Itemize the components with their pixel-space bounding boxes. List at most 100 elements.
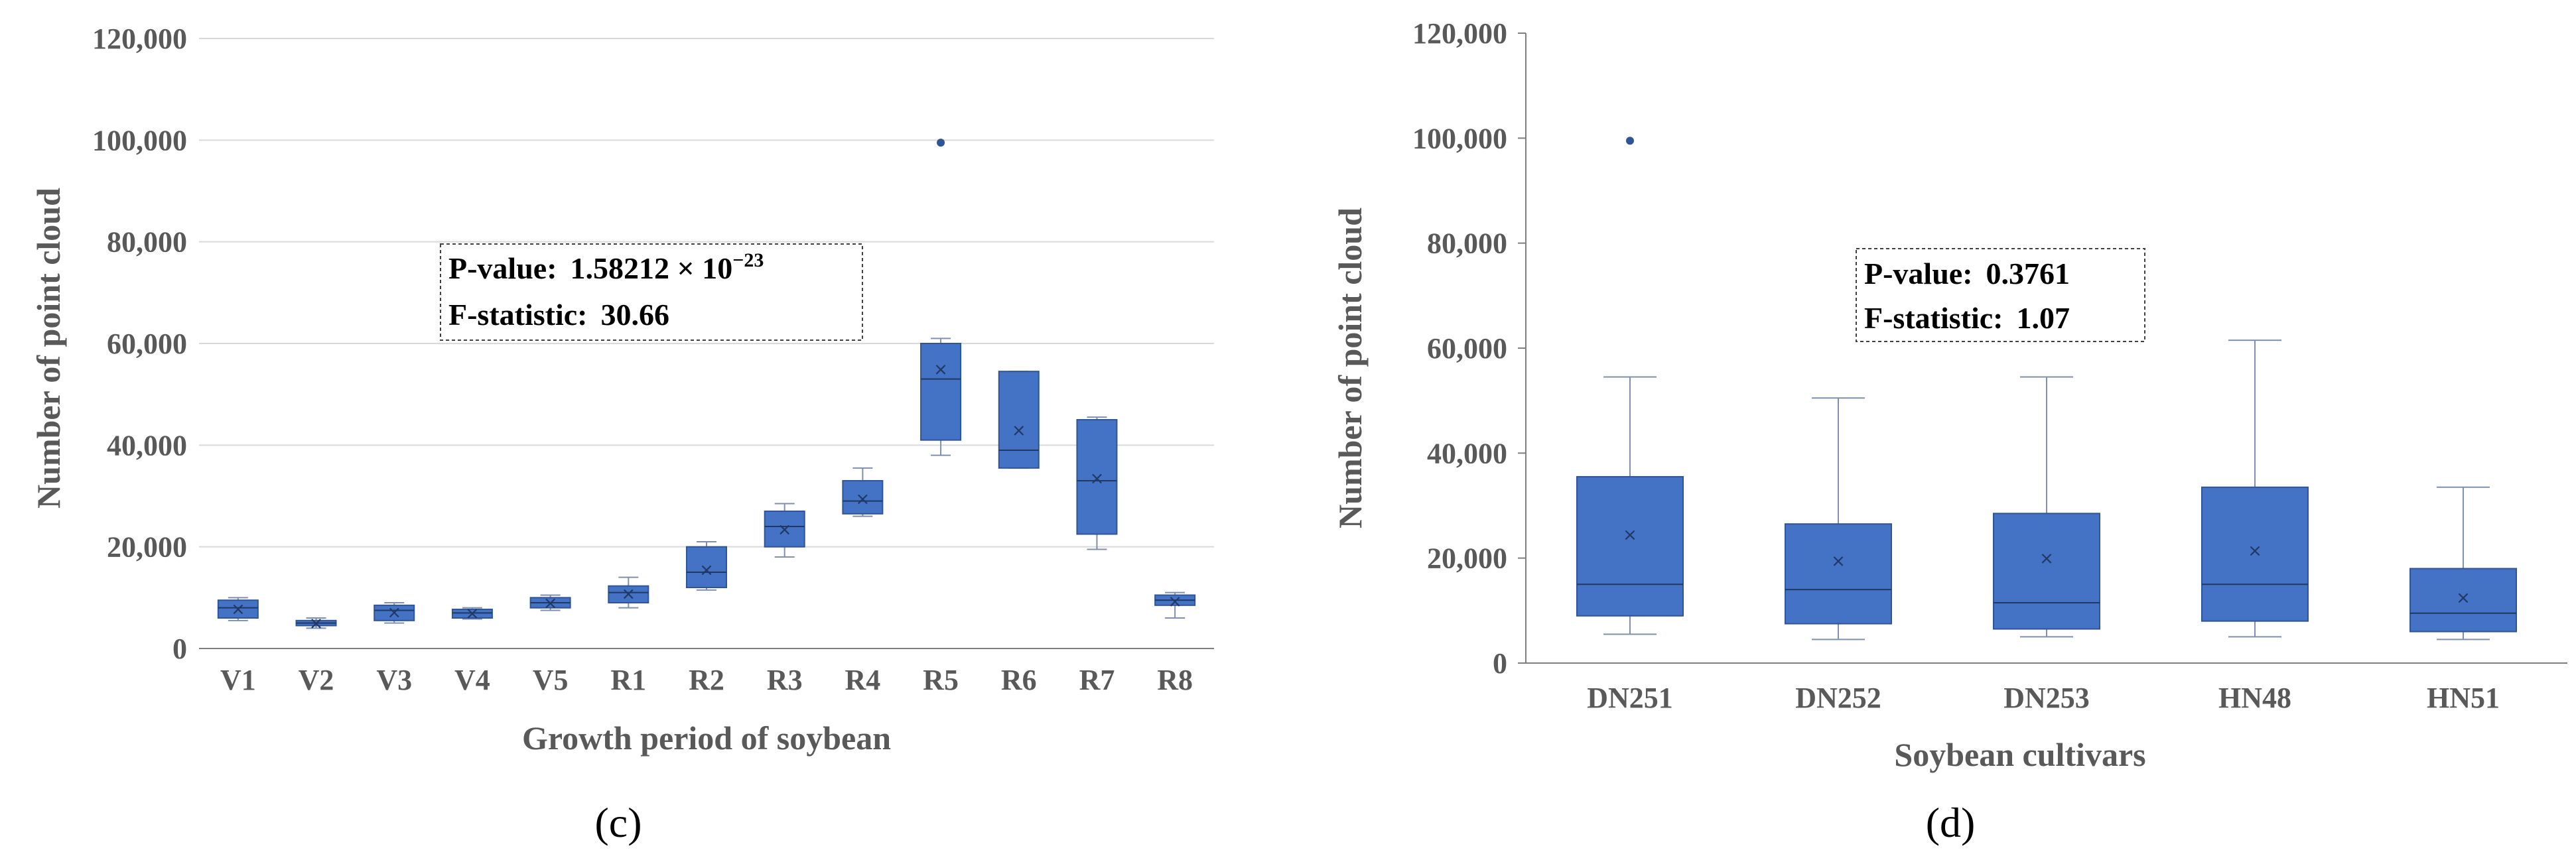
y-tick-label: 100,000 xyxy=(1412,122,1507,154)
box-dn251: × xyxy=(1576,137,1684,635)
box-r6: × xyxy=(998,371,1040,469)
iqr-box xyxy=(2409,568,2517,633)
pvalue-label: P-value: xyxy=(448,251,557,285)
pvalue-line: P-value: 1.58212 × 10−23 xyxy=(448,249,764,285)
x-tick-label: DN252 xyxy=(1795,682,1881,714)
iqr-box xyxy=(2201,486,2309,622)
box-r7: × xyxy=(1076,416,1118,550)
fstat-label: F-statistic: xyxy=(448,298,587,332)
x-tick-label: R3 xyxy=(767,664,803,696)
y-tick-label: 80,000 xyxy=(1427,227,1507,260)
fstat-value: 30.66 xyxy=(600,298,669,332)
y-tick-label: 20,000 xyxy=(1427,542,1507,575)
x-tick-label: V1 xyxy=(220,664,256,696)
y-tick-label: 100,000 xyxy=(92,124,187,156)
pvalue-line: P-value: 0.3761 xyxy=(1864,257,2070,290)
panel-label-d: (d) xyxy=(1926,799,1976,846)
x-tick-labels: V1 V2 V3 V4 V5 R1 R2 R3 R4 R5 R6 R7 R8 xyxy=(220,664,1193,696)
x-tick-label: DN251 xyxy=(1587,682,1673,714)
x-tick-label: R2 xyxy=(689,664,724,696)
stats-annotation: P-value: 0.3761 F-statistic: 1.07 xyxy=(1856,248,2145,342)
mean-marker: × xyxy=(2248,541,2262,561)
y-tick-labels: 0 20,000 40,000 60,000 80,000 100,000 120,000 xyxy=(92,23,187,665)
pvalue-value: 0.3761 xyxy=(1986,257,2070,290)
iqr-box xyxy=(373,604,415,621)
y-tick-label: 120,000 xyxy=(1412,17,1507,50)
iqr-box xyxy=(451,608,493,619)
mean-marker: × xyxy=(778,520,792,540)
mean-marker: × xyxy=(465,603,480,623)
y-tick-label: 0 xyxy=(172,633,187,665)
iqr-box xyxy=(998,371,1040,469)
fstat-value: 1.07 xyxy=(2016,301,2070,335)
y-tick-label: 20,000 xyxy=(107,531,187,564)
iqr-box xyxy=(920,343,962,441)
mean-marker: × xyxy=(2456,588,2471,608)
x-tick-label: R7 xyxy=(1079,664,1115,696)
annotation-box xyxy=(440,243,863,341)
chart-panel-d: 020,00040,00060,00080,000100,000120,000 … xyxy=(1331,17,2567,846)
outlier-point xyxy=(1626,137,1634,145)
iqr-box xyxy=(608,585,649,604)
x-tick-label: R1 xyxy=(610,664,646,696)
mean-marker: × xyxy=(933,359,948,379)
iqr-box xyxy=(686,546,727,589)
x-tick-label: V4 xyxy=(454,664,490,696)
x-tick-label: R4 xyxy=(845,664,880,696)
y-tick-marks xyxy=(1518,32,1526,664)
panel-label-c: (c) xyxy=(594,799,642,846)
iqr-box xyxy=(1576,475,1684,617)
x-tick-label: V2 xyxy=(299,664,334,696)
x-tick-label: R6 xyxy=(1001,664,1037,696)
iqr-box xyxy=(217,599,259,619)
pvalue-mantissa: 1.58212 × 10 xyxy=(571,251,733,285)
mean-marker: × xyxy=(621,584,636,604)
box-series: × × × × × × × × × × × × × xyxy=(217,139,1196,634)
iqr-box xyxy=(1076,419,1118,535)
mean-marker: × xyxy=(699,560,714,580)
iqr-box xyxy=(1785,523,1892,625)
iqr-box xyxy=(842,480,884,515)
fstat-label: F-statistic: xyxy=(1864,301,2003,335)
box-r3: × xyxy=(764,503,805,558)
box-r5: × xyxy=(920,139,962,456)
box-dn252: × xyxy=(1785,397,1892,641)
x-tick-label: V5 xyxy=(533,664,569,696)
box-v5: × xyxy=(529,593,571,613)
chart-panel-c: 020,00040,00060,00080,000100,000120,000 … xyxy=(30,23,1214,846)
x-tick-label: HN48 xyxy=(2218,682,2291,714)
pvalue-exponent: −23 xyxy=(732,249,764,271)
y-tick-label: 40,000 xyxy=(1427,437,1507,469)
stats-annotation: P-value: 1.58212 × 10−23 F-statistic: 30.6… xyxy=(440,243,863,341)
gridlines xyxy=(199,38,1214,548)
mean-marker: × xyxy=(387,603,401,623)
mean-marker: × xyxy=(1012,420,1026,440)
y-tick-label: 120,000 xyxy=(92,23,187,55)
x-axis-title: Growth period of soybean xyxy=(522,719,891,757)
y-axis-title: Number of point cloud xyxy=(1331,208,1369,528)
box-hn48: × xyxy=(2201,339,2309,638)
fstat-line: F-statistic: 30.66 xyxy=(448,298,669,332)
box-hn51: × xyxy=(2409,486,2517,641)
y-tick-label: 60,000 xyxy=(107,328,187,360)
x-tick-label: HN51 xyxy=(2427,682,2500,714)
mean-marker: × xyxy=(1168,592,1182,612)
mean-marker: × xyxy=(543,593,558,613)
fstat-line: F-statistic: 1.07 xyxy=(1864,301,2070,335)
box-r8: × xyxy=(1154,591,1196,619)
box-v2: × xyxy=(295,614,337,634)
box-v4: × xyxy=(451,603,493,623)
box-dn253: × xyxy=(1993,376,2100,638)
y-tick-label: 60,000 xyxy=(1427,332,1507,365)
x-tick-label: R5 xyxy=(923,664,959,696)
mean-marker: × xyxy=(855,489,870,509)
x-tick-label: V3 xyxy=(376,664,412,696)
mean-marker: × xyxy=(309,614,324,634)
annotation-box xyxy=(1856,248,2145,342)
box-r4: × xyxy=(842,467,884,517)
x-axis-title: Soybean cultivars xyxy=(1894,736,2145,773)
y-axis-title: Number of point cloud xyxy=(30,188,67,509)
box-v1: × xyxy=(217,597,259,621)
mean-marker: × xyxy=(2039,549,2054,569)
